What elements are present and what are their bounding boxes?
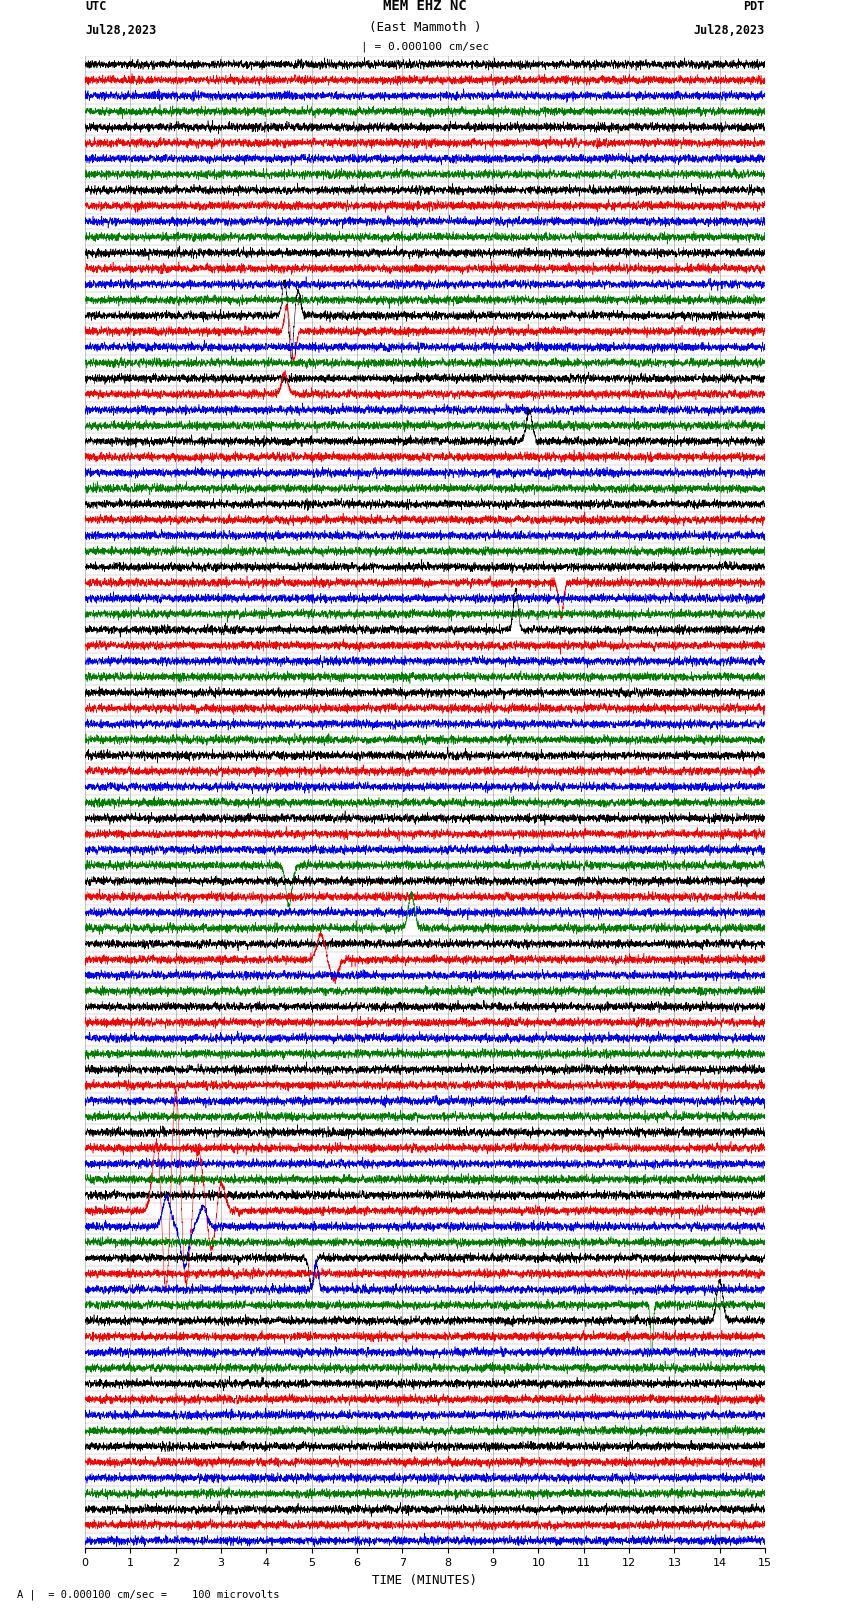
Text: UTC: UTC xyxy=(85,0,106,13)
Text: Jul28,2023: Jul28,2023 xyxy=(694,24,765,37)
Text: Jul28,2023: Jul28,2023 xyxy=(85,24,156,37)
Text: PDT: PDT xyxy=(744,0,765,13)
Text: A |  = 0.000100 cm/sec =    100 microvolts: A | = 0.000100 cm/sec = 100 microvolts xyxy=(17,1589,280,1600)
X-axis label: TIME (MINUTES): TIME (MINUTES) xyxy=(372,1574,478,1587)
Text: | = 0.000100 cm/sec: | = 0.000100 cm/sec xyxy=(361,40,489,52)
Text: (East Mammoth ): (East Mammoth ) xyxy=(369,21,481,34)
Text: MEM EHZ NC: MEM EHZ NC xyxy=(383,0,467,13)
